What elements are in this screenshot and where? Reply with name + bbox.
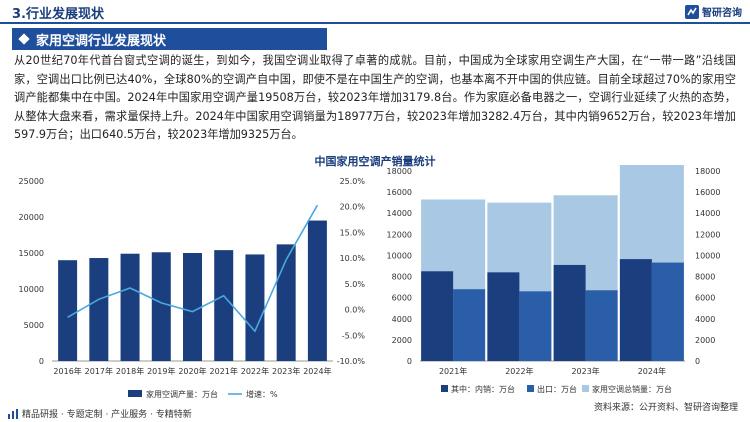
legend-swatch-domestic: [441, 385, 448, 392]
domestic-sales-bar: [487, 272, 520, 361]
right-tick-label: 25.0%: [340, 177, 366, 186]
right-tick-label: 10.0%: [340, 254, 366, 263]
section-title: 3.行业发展现状: [12, 7, 104, 22]
legend-swatch-total: [582, 385, 589, 392]
right-tick-label: -5.0%: [342, 331, 366, 340]
legend-label-domestic: 其中：内销：万台: [451, 384, 515, 394]
export-bar: [453, 289, 486, 361]
x-tick-label: 2021年: [439, 366, 467, 376]
export-bar: [585, 290, 618, 361]
sales-chart: 0 2000 4000 6000 8000 10000 12000 14000 16000 180…: [387, 165, 720, 394]
export-bar: [651, 262, 684, 361]
production-bar: [151, 252, 171, 361]
left-tick-label: 12000: [387, 230, 412, 239]
right-tick-label: 14000: [695, 209, 720, 218]
production-bar: [276, 244, 296, 361]
production-bar: [245, 254, 265, 361]
top-bar: 3.行业发展现状 智研咨询: [0, 0, 750, 24]
legend-swatch-export: [527, 385, 534, 392]
source-note: 资料来源：公开资料、智研咨询整理: [593, 403, 738, 413]
x-tick-label: 2024年: [303, 366, 331, 376]
domestic-sales-bar: [553, 264, 586, 361]
right-tick-label: 2000: [695, 336, 715, 345]
chart-title: 中国家用空调产销量统计: [314, 155, 436, 168]
right-tick-label: 6000: [695, 294, 715, 303]
growth-line: [67, 204, 319, 333]
production-bar: [89, 258, 109, 361]
export-bar: [519, 291, 552, 361]
body-paragraph: 从20世纪70年代首台窗式空调的诞生，到如今，我国空调业取得了卓著的成就。目前，…: [14, 54, 736, 142]
x-tick-label: 2023年: [272, 366, 300, 376]
left-tick-label: 2000: [392, 336, 412, 345]
x-tick-label: 2019年: [147, 366, 175, 376]
headline-text: 家用空调行业发展现状: [36, 33, 167, 49]
production-bar: [214, 250, 234, 361]
right-tick-label: -10.0%: [337, 357, 366, 366]
brand-logo: 智研咨询: [685, 4, 742, 19]
production-chart: 0 5000 10000 15000 20000 25000 -10.0% -5.0% 0.0%…: [19, 177, 366, 399]
left-tick-label: 15000: [19, 249, 44, 258]
left-tick-label: 5000: [24, 321, 44, 330]
x-tick-label: 2022年: [505, 366, 533, 376]
footer: 精品研报 · 专题定制 · 产业服务 · 专精特新 资料来源：公开资料、智研咨询…: [0, 400, 750, 422]
right-tick-label: 15.0%: [340, 228, 366, 237]
legend-label-export: 出口：万台: [537, 384, 577, 394]
right-tick-label: 0.0%: [345, 306, 366, 315]
production-bar: [58, 260, 78, 361]
section-divider: [0, 22, 750, 24]
x-tick-label: 2016年: [53, 366, 81, 376]
headline-banner: 家用空调行业发展现状: [12, 28, 327, 50]
x-tick-label: 2018年: [116, 366, 144, 376]
right-tick-label: 10000: [695, 251, 720, 260]
left-tick-label: 4000: [392, 315, 412, 324]
chart-icon: [8, 408, 18, 419]
left-tick-label: 20000: [19, 213, 44, 222]
right-tick-label: 4000: [695, 315, 715, 324]
left-tick-label: 6000: [392, 294, 412, 303]
legend-label-production: 家用空调产量：万台: [146, 389, 218, 399]
right-tick-label: 18000: [695, 167, 720, 176]
legend-swatch-production: [128, 390, 142, 397]
left-tick-label: 25000: [19, 177, 44, 186]
footer-tagline: 精品研报 · 专题定制 · 产业服务 · 专精特新: [8, 407, 192, 420]
left-tick-label: 10000: [19, 285, 44, 294]
domestic-sales-bar: [421, 271, 454, 361]
right-tick-label: 20.0%: [340, 203, 366, 212]
production-bar: [183, 253, 202, 361]
right-tick-label: 5.0%: [345, 280, 366, 289]
brand-name: 智研咨询: [702, 8, 742, 19]
right-tick-label: 16000: [695, 188, 720, 197]
legend-label-growth: 增速：%: [246, 389, 278, 399]
domestic-sales-bar: [619, 259, 652, 361]
left-tick-label: 16000: [387, 188, 412, 197]
footer-tagline-text: 精品研报 · 专题定制 · 产业服务 · 专精特新: [22, 410, 192, 420]
left-tick-label: 0: [407, 357, 412, 366]
legend-label-total: 家用空调总销量：万台: [592, 384, 672, 394]
production-bar: [120, 253, 140, 361]
x-tick-label: 2017年: [85, 366, 113, 376]
right-tick-label: 12000: [695, 230, 720, 239]
left-tick-label: 10000: [387, 251, 412, 260]
x-tick-label: 2022年: [241, 366, 269, 376]
right-tick-label: 0: [695, 357, 700, 366]
x-tick-label: 2024年: [638, 366, 666, 376]
diamond-icon: [18, 33, 30, 45]
x-tick-label: 2020年: [178, 366, 206, 376]
x-tick-label: 2021年: [210, 366, 238, 376]
production-bar: [307, 220, 327, 361]
left-tick-label: 0: [39, 357, 44, 366]
left-tick-label: 14000: [387, 209, 412, 218]
brand-logo-icon: [685, 4, 699, 19]
x-tick-label: 2023年: [571, 366, 599, 376]
left-tick-label: 18000: [387, 167, 412, 176]
right-tick-label: 8000: [695, 273, 715, 282]
left-tick-label: 8000: [392, 273, 412, 282]
